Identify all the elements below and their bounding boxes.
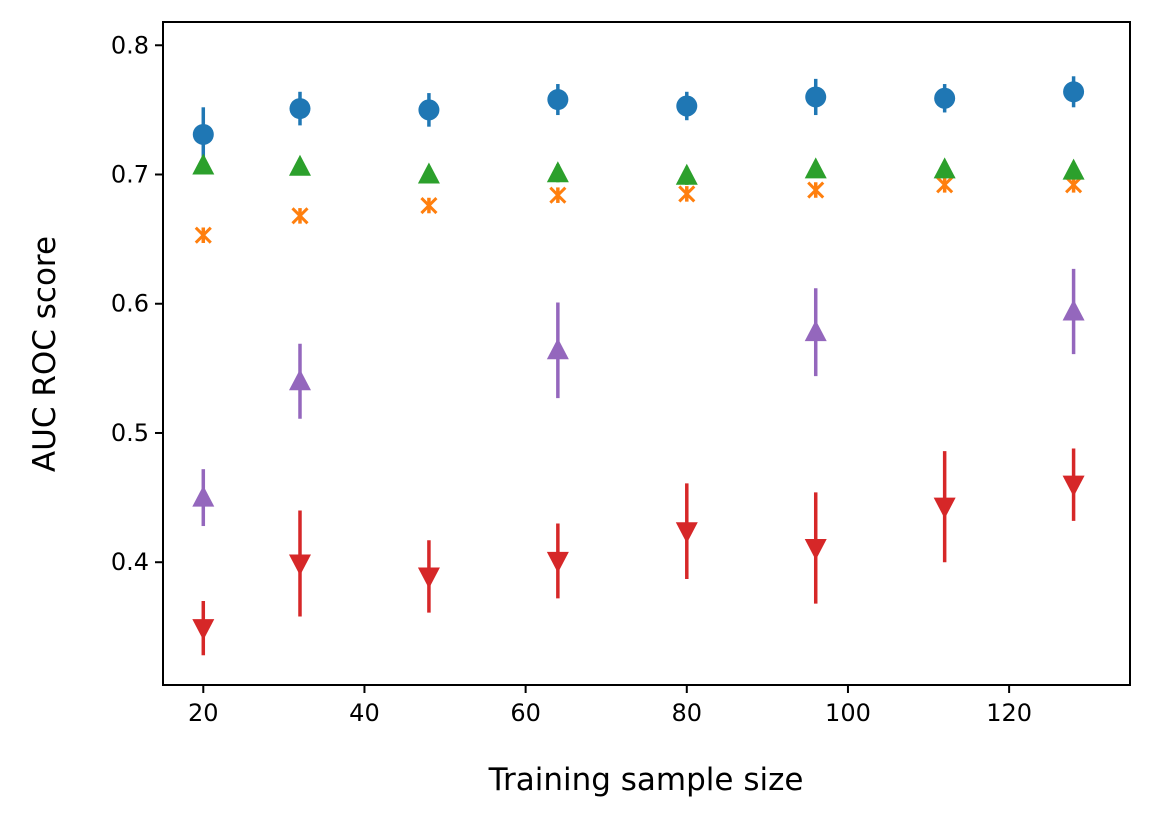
data-point [804,539,827,561]
x-marker-stroke [807,181,825,199]
data-point [676,95,698,117]
x-axis-ticks: 20 40 60 80 100 120 [188,685,1032,727]
x-tick-label: 120 [986,699,1032,727]
x-tick-label: 100 [825,699,871,727]
data-point [194,226,212,244]
data-point [546,338,569,360]
data-point [192,123,214,145]
data-point [1062,475,1085,497]
x-marker-stroke [936,176,954,194]
y-tick-label: 0.4 [111,548,149,576]
x-marker-stroke [420,196,438,215]
x-marker-stroke [549,186,567,204]
data-point [192,619,215,641]
y-tick-label: 0.7 [111,161,149,189]
data-point [420,196,438,215]
data-point [678,185,696,203]
y-axis-label: AUC ROC score [27,236,63,472]
data-point [675,163,698,185]
y-axis-ticks: 0.4 0.5 0.6 0.7 0.8 [111,31,163,576]
data-point [1062,299,1085,321]
data-point [288,154,311,176]
data-point [192,485,215,507]
x-marker-stroke [194,226,212,244]
data-point [192,153,215,175]
y-tick-label: 0.5 [111,419,149,447]
data-point [1062,158,1085,180]
x-tick-label: 40 [349,699,380,727]
data-point [804,157,827,179]
data-point [417,567,440,589]
data-point [549,186,567,204]
data-point [288,369,311,391]
x-tick-label: 20 [188,699,219,727]
data-markers [192,81,1085,641]
data-point [288,554,311,576]
x-marker-stroke [1065,176,1083,194]
x-marker-stroke [678,185,696,203]
y-tick-label: 0.8 [111,31,149,59]
data-point [418,99,440,121]
data-point [547,89,569,111]
data-point [933,157,956,179]
data-point [675,522,698,544]
data-point [804,320,827,342]
data-point [933,497,956,519]
data-point [417,162,440,184]
x-tick-label: 80 [672,699,703,727]
plot-area-frame [162,21,1131,686]
data-point [934,87,956,109]
data-point [546,551,569,573]
data-point [807,181,825,199]
data-point [1063,81,1085,103]
x-tick-label: 60 [510,699,541,727]
data-point [936,176,954,194]
data-point [1065,176,1083,194]
y-tick-label: 0.6 [111,290,149,318]
data-point [289,98,311,120]
x-axis-label: Training sample size [488,762,804,798]
data-point [291,207,309,225]
x-marker-stroke [291,207,309,225]
data-point [805,86,827,108]
data-point [546,161,569,183]
